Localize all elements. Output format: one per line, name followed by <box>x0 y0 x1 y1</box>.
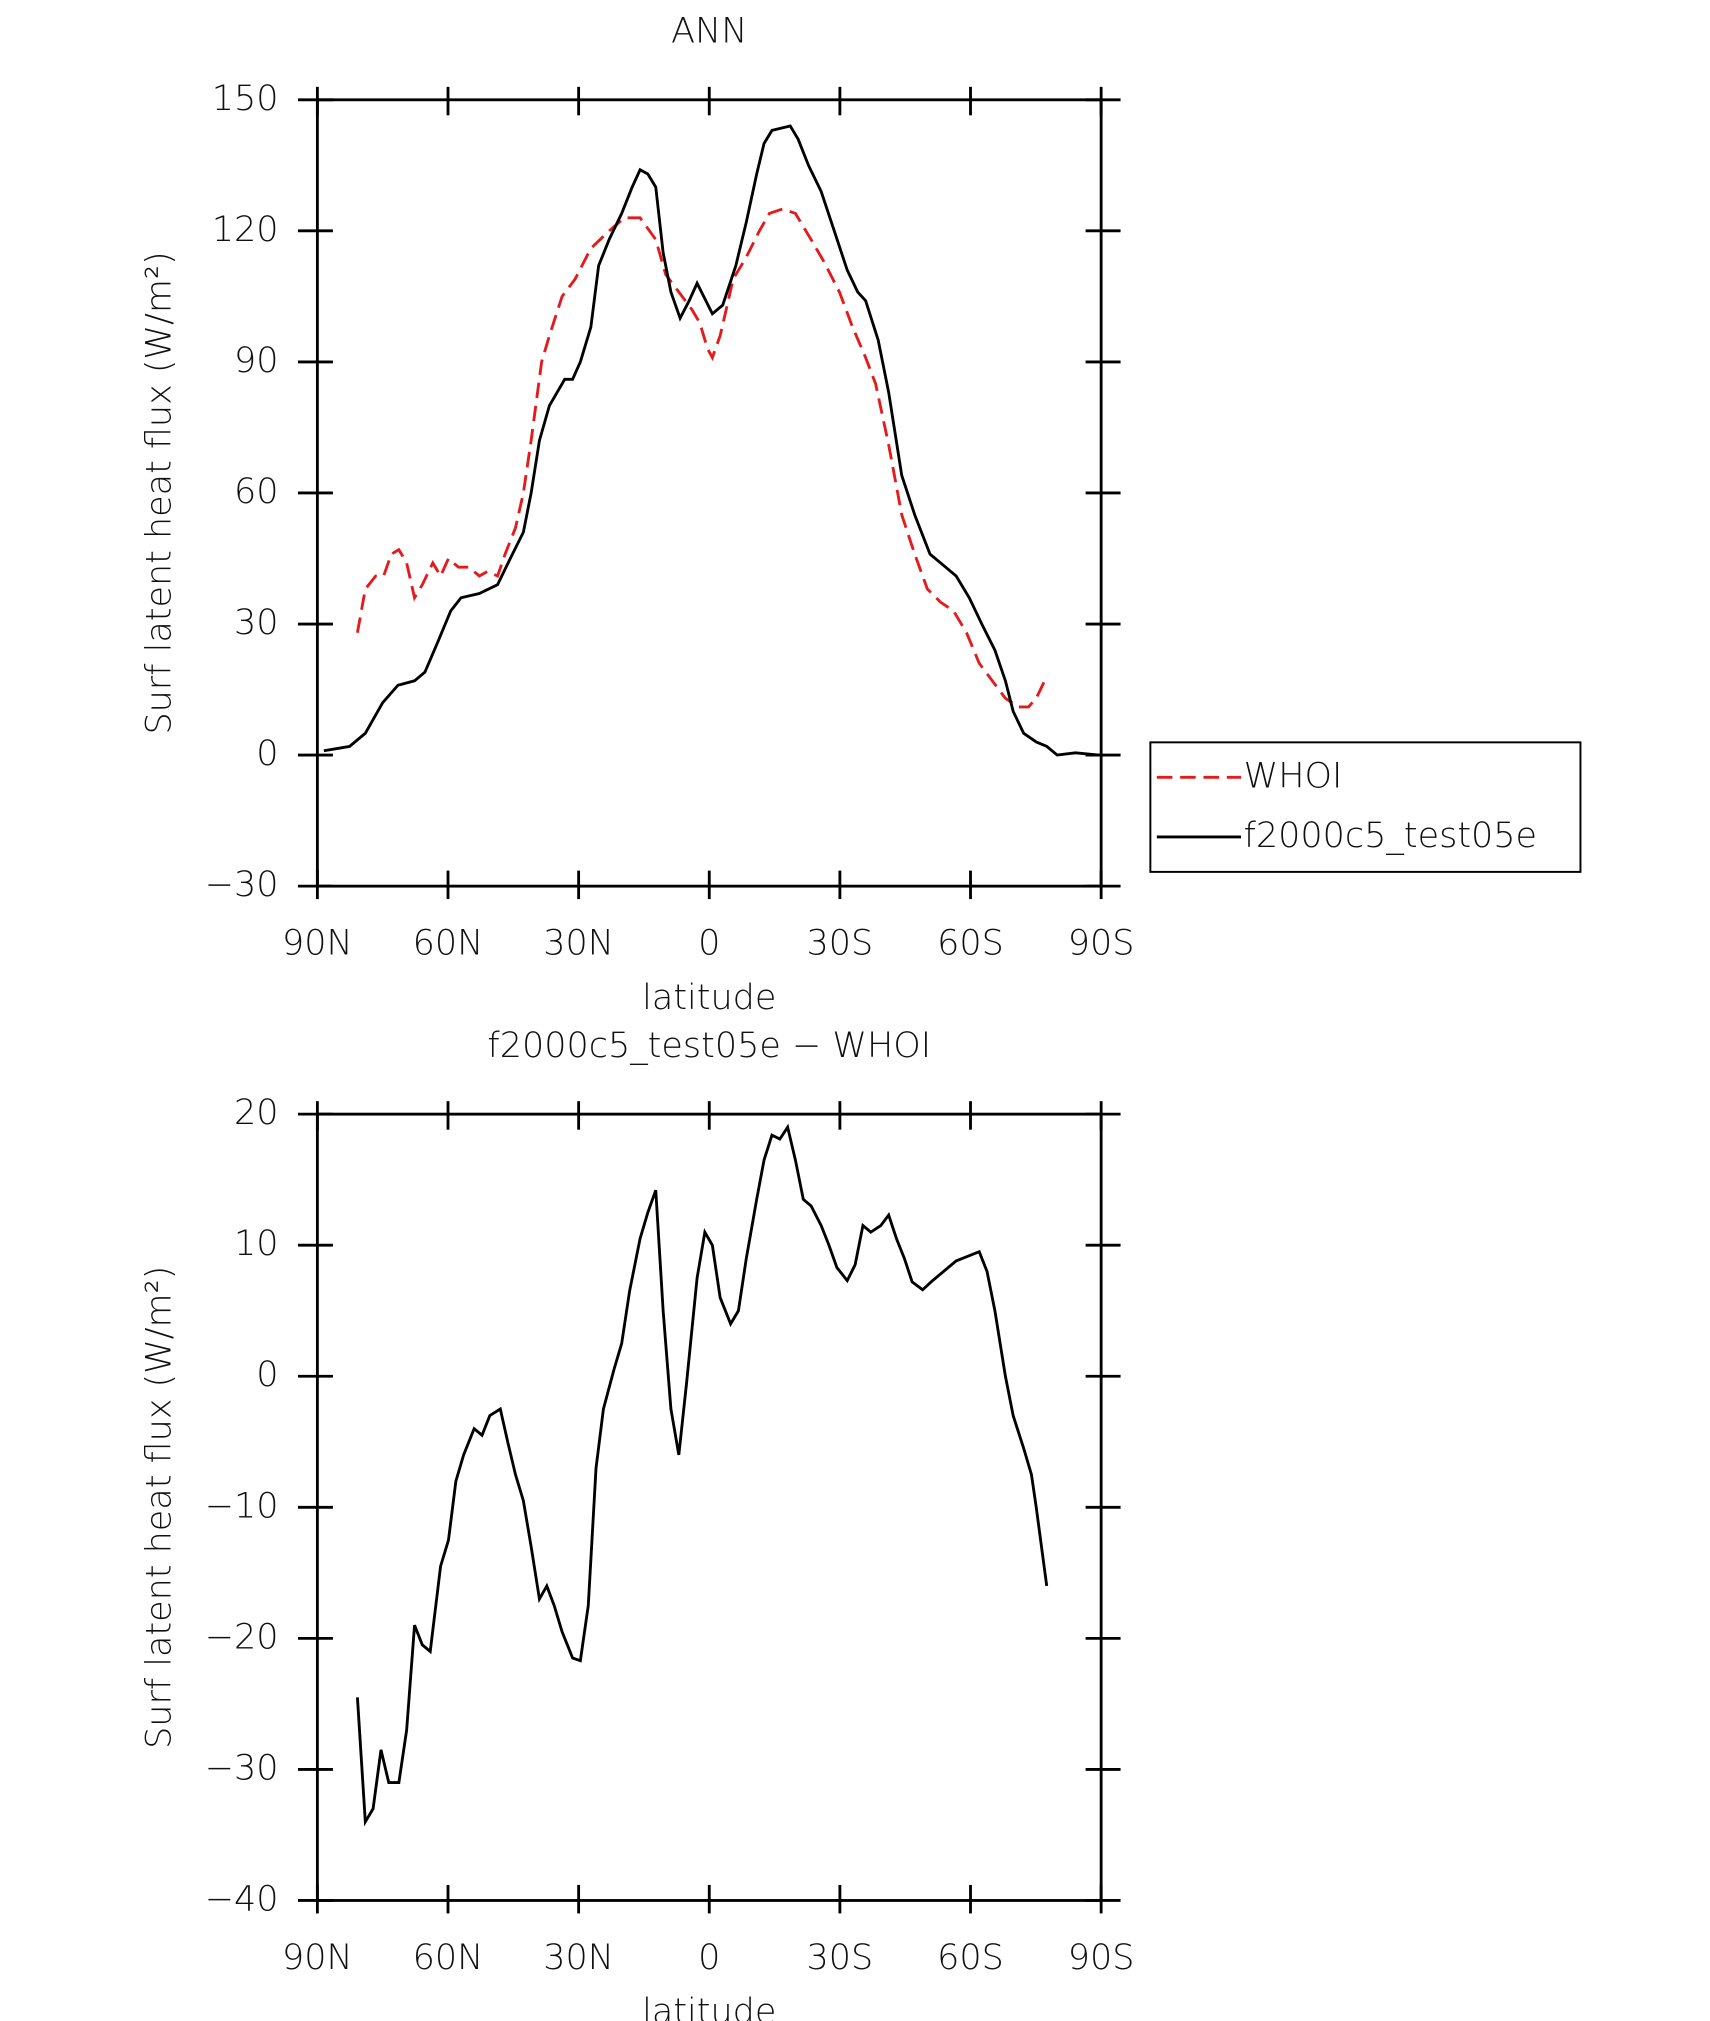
x-tick-label: 90N <box>282 1938 353 1978</box>
y-tick-label: −20 <box>205 1617 279 1657</box>
plot-frame <box>315 1112 1103 1902</box>
x-tick-label: 90S <box>1068 1938 1135 1978</box>
y-tick-label: 90 <box>234 341 279 381</box>
chart-title: ANN <box>671 11 747 51</box>
x-tick-label: 30N <box>543 923 614 963</box>
legend-label: WHOI <box>1244 756 1343 796</box>
y-tick-label: 10 <box>234 1224 279 1264</box>
x-tick-label: 60N <box>413 923 484 963</box>
y-tick-label: −10 <box>205 1486 279 1526</box>
y-tick-label: 20 <box>234 1093 279 1133</box>
y-tick-label: −30 <box>205 865 279 905</box>
x-tick-label: 90S <box>1068 923 1135 963</box>
x-tick-label: 30S <box>807 1938 874 1978</box>
legend-label: f2000c5_test05e <box>1244 816 1537 856</box>
x-tick-label: 0 <box>698 923 720 963</box>
data-line <box>323 124 1099 757</box>
chart-title: f2000c5_test05e − WHOI <box>487 1026 931 1066</box>
y-tick-label: −30 <box>205 1748 279 1788</box>
data-line <box>355 1123 1049 1827</box>
x-tick-label: 60S <box>937 1938 1004 1978</box>
x-tick-label: 60N <box>413 1938 484 1978</box>
y-tick-label: 0 <box>256 1355 278 1395</box>
plot-frame <box>315 98 1103 888</box>
y-tick-label: 120 <box>212 210 279 250</box>
x-axis-label: latitude <box>642 1992 776 2021</box>
y-tick-label: 0 <box>256 734 278 774</box>
x-tick-label: 90N <box>282 923 353 963</box>
x-tick-label: 30S <box>807 923 874 963</box>
y-tick-label: 150 <box>212 79 279 119</box>
x-tick-label: 30N <box>543 1938 614 1978</box>
y-axis-label: Surf latent heat flux (W/m²) <box>140 1266 180 1749</box>
data-line <box>356 207 1049 709</box>
y-tick-label: 60 <box>234 472 279 512</box>
legend-box <box>1149 741 1582 873</box>
x-tick-label: 0 <box>698 1938 720 1978</box>
x-axis-label: latitude <box>642 978 776 1018</box>
y-axis-label: Surf latent heat flux (W/m²) <box>140 251 180 734</box>
y-tick-label: −40 <box>205 1879 279 1919</box>
x-tick-label: 60S <box>937 923 1004 963</box>
y-tick-label: 30 <box>234 603 279 643</box>
